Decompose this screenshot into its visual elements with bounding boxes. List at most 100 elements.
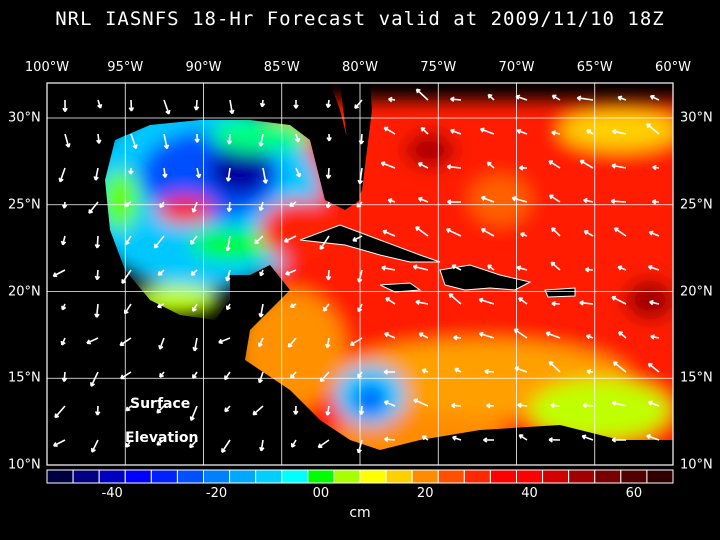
current-arrow [94, 269, 101, 281]
colorbar-swatch [124, 469, 152, 484]
colorbar-swatch [568, 469, 596, 484]
current-arrow [128, 99, 135, 112]
current-arrow [478, 331, 495, 339]
current-arrow [383, 400, 396, 407]
current-arrow [611, 437, 627, 443]
current-arrow [325, 99, 332, 109]
colorbar-swatch [411, 469, 439, 484]
colorbar-swatch [594, 469, 622, 484]
current-arrow [484, 368, 495, 375]
colorbar-swatch [307, 469, 335, 484]
current-arrow [190, 269, 198, 276]
current-arrow [415, 226, 429, 237]
current-arrow [295, 167, 302, 178]
current-arrow [483, 437, 494, 443]
current-arrow [582, 402, 594, 409]
current-arrow [225, 167, 232, 182]
current-arrow [548, 160, 561, 169]
current-arrow [54, 405, 66, 419]
colorbar-swatch [255, 469, 283, 484]
current-arrow [613, 227, 627, 237]
colorbar-label: 40 [521, 486, 538, 501]
current-arrow [157, 269, 165, 276]
current-arrow [88, 201, 99, 214]
current-arrow [545, 331, 561, 339]
current-arrow [325, 405, 331, 416]
current-arrow [259, 269, 265, 277]
current-arrow [551, 300, 561, 307]
current-arrow [586, 368, 594, 375]
colorbar-swatch [542, 469, 570, 484]
current-arrow [94, 405, 101, 416]
current-arrow [294, 133, 301, 143]
current-arrow [651, 199, 660, 205]
current-arrow [60, 235, 67, 246]
current-arrow [480, 228, 495, 237]
current-arrow [163, 99, 171, 115]
current-arrow [382, 229, 396, 237]
current-arrow [258, 201, 264, 212]
current-arrow [581, 434, 594, 441]
current-arrow [413, 398, 429, 407]
current-arrow [195, 167, 202, 179]
current-arrow [447, 199, 462, 205]
current-arrow [611, 295, 627, 305]
current-arrow [579, 159, 594, 169]
current-arrow [221, 439, 231, 453]
current-arrow [517, 402, 528, 408]
current-arrow [551, 227, 561, 237]
current-arrow [52, 439, 66, 447]
current-arrow [62, 99, 68, 113]
current-arrow [445, 228, 462, 237]
current-arrow [293, 405, 299, 415]
current-arrow [579, 300, 594, 306]
current-arrow [387, 198, 396, 204]
lat-label-left: 15°N [8, 370, 41, 386]
lat-label-right: 30°N [680, 110, 713, 126]
current-arrow [487, 264, 495, 271]
colorbar-swatch [385, 469, 413, 484]
lat-label-right: 10°N [680, 457, 713, 473]
current-arrow [516, 128, 528, 135]
current-arrow [383, 126, 396, 135]
current-arrow [548, 437, 561, 443]
current-arrow [189, 405, 198, 421]
current-arrow [518, 297, 528, 305]
colorbar-swatch [150, 469, 178, 484]
current-vectors [52, 88, 660, 454]
colorbar-swatch [646, 469, 674, 484]
colorbar-swatch [229, 469, 257, 484]
current-arrow [317, 439, 330, 449]
colorbar-label: -20 [205, 486, 228, 501]
current-arrow [192, 337, 198, 352]
current-arrow [421, 368, 429, 374]
current-arrow [90, 371, 99, 387]
current-arrow [90, 439, 99, 453]
current-arrow [383, 369, 396, 375]
current-arrow [417, 196, 429, 203]
current-arrow [191, 201, 198, 213]
map-frame [46, 82, 674, 466]
current-arrow [612, 361, 627, 373]
current-arrow [192, 303, 198, 312]
current-arrow [289, 303, 297, 309]
current-arrow [451, 435, 462, 441]
current-arrow [224, 405, 231, 413]
current-arrow [285, 269, 297, 276]
current-arrow [617, 95, 627, 101]
lon-label: 95°W [107, 60, 144, 75]
current-arrow [325, 269, 332, 281]
current-arrow [415, 88, 429, 101]
current-arrow [551, 94, 561, 101]
current-arrow [550, 261, 561, 271]
current-arrow [486, 161, 495, 169]
lon-label: 85°W [263, 60, 300, 75]
colorbar-swatch [46, 469, 74, 484]
current-arrow [448, 293, 462, 305]
current-arrow [322, 303, 330, 312]
current-arrow [384, 436, 396, 443]
colorbar-swatch [359, 469, 387, 484]
lat-label-left: 20°N [8, 284, 41, 299]
current-arrow [646, 434, 660, 441]
current-arrow [130, 133, 138, 150]
